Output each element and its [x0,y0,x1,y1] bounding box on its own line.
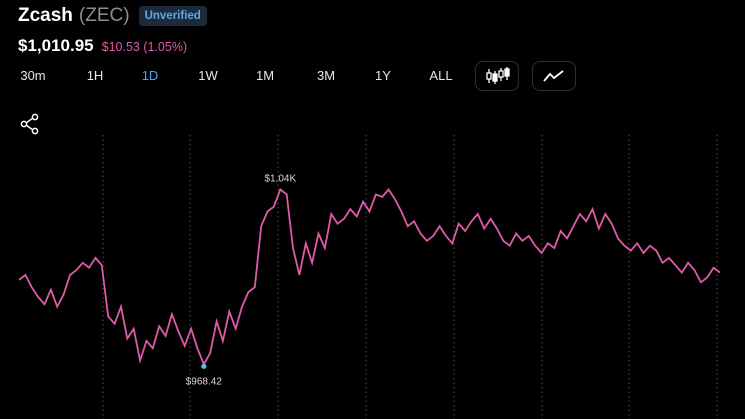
current-price: $1,010.95 [18,36,94,55]
candlestick-mode-button[interactable] [475,61,519,91]
range-1m[interactable]: 1M [255,68,275,83]
range-3m[interactable]: 3M [316,68,336,83]
range-1w[interactable]: 1W [198,68,218,83]
price-row: $1,010.95 $10.53 (1.05%) [18,36,187,56]
time-range-selector: 30m 1H 1D 1W 1M 3M 1Y ALL [0,60,745,94]
coin-name: Zcash [18,5,73,26]
coin-symbol: (ZEC) [78,5,130,26]
share-button[interactable] [19,113,41,135]
range-1h[interactable]: 1H [86,68,104,83]
candlestick-icon [486,67,510,84]
share-icon [20,113,39,135]
price-line [18,188,721,367]
range-1y[interactable]: 1Y [375,68,391,83]
unverified-badge: Unverified [138,6,207,26]
low-price-label: $968.42 [186,376,223,387]
title-row: Zcash (ZEC) Unverified [18,4,207,28]
price-chart[interactable]: $1.04K $968.42 [0,130,745,419]
low-price-marker [201,363,207,369]
range-30m[interactable]: 30m [20,68,46,83]
high-price-label: $1.04K [264,174,296,185]
range-1d[interactable]: 1D [141,68,159,83]
price-change: $10.53 (1.05%) [101,40,188,54]
range-all[interactable]: ALL [429,68,453,83]
line-mode-button[interactable] [532,61,576,91]
line-chart-icon [543,70,564,82]
